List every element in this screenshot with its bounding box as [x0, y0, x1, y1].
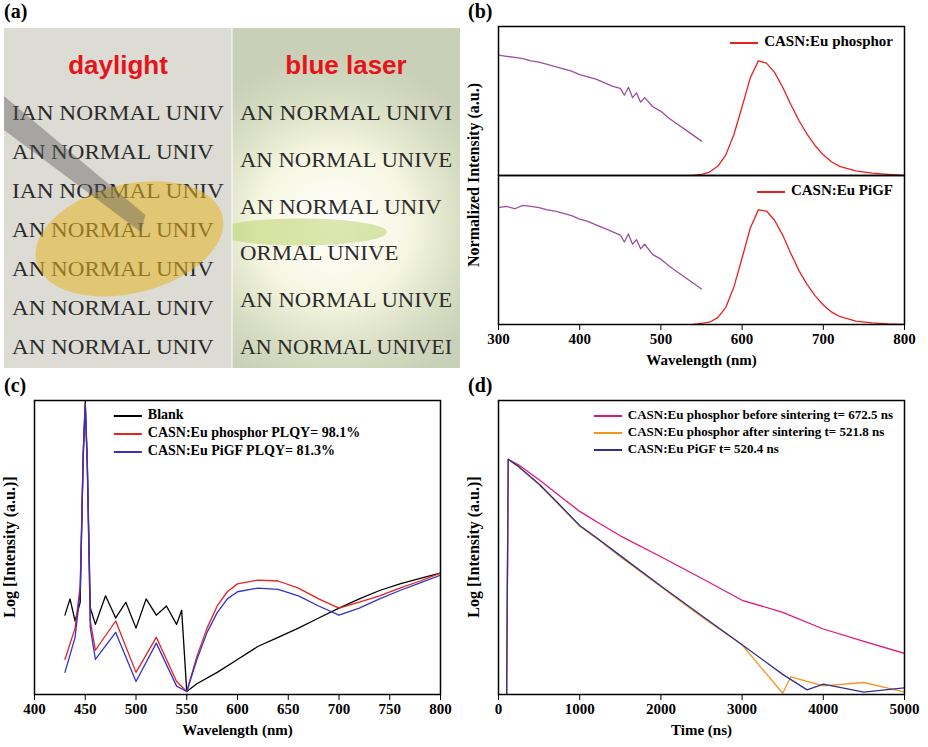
svg-text:AN NORMAL UNIVEI: AN NORMAL UNIVEI: [240, 336, 452, 358]
svg-text:400: 400: [23, 701, 46, 717]
html-text:Log [Intensity (a.u.)]: Log [Intensity (a.u.)]: [465, 476, 482, 618]
html-text:Log [Intensity (a.u.)]: Log [Intensity (a.u.)]: [1, 476, 18, 618]
svg-text:AN NORMAL UNIVI: AN NORMAL UNIVI: [240, 102, 452, 124]
svg-text:AN NORMAL UNIV: AN NORMAL UNIV: [12, 297, 214, 319]
svg-text:0: 0: [495, 701, 503, 717]
svg-text:2000: 2000: [646, 701, 676, 717]
svg-text:550: 550: [176, 701, 199, 717]
svg-text:IAN NORMAL UNIV: IAN NORMAL UNIV: [12, 102, 225, 124]
html-text:CASN:Eu phosphor PLQY= 98.1%: CASN:Eu phosphor PLQY= 98.1%: [147, 425, 361, 440]
svg-text:700: 700: [812, 331, 835, 347]
svg-text:3000: 3000: [727, 701, 757, 717]
svg-text:700: 700: [328, 701, 351, 717]
html-text:(d): (d): [468, 374, 493, 396]
html-text:CASN:Eu PiGF: CASN:Eu PiGF: [790, 182, 893, 198]
html-text:CASN:Eu PiGF PLQY= 81.3%: CASN:Eu PiGF PLQY= 81.3%: [147, 443, 335, 458]
svg-text:daylight: daylight: [68, 50, 168, 80]
html-text:Normalized Intensity (a.u.): Normalized Intensity (a.u.): [465, 83, 482, 267]
svg-text:750: 750: [379, 701, 402, 717]
svg-text:Wavelength (nm): Wavelength (nm): [182, 722, 292, 739]
html-text:CASN:Eu phosphor: CASN:Eu phosphor: [764, 33, 893, 49]
svg-text:5000: 5000: [890, 701, 920, 717]
svg-text:blue laser: blue laser: [285, 50, 406, 80]
svg-text:800: 800: [429, 701, 452, 717]
svg-text:650: 650: [277, 701, 300, 717]
html-text:(c): (c): [4, 374, 27, 396]
svg-text:800: 800: [893, 331, 916, 347]
svg-text:AN NORMAL UNIVE: AN NORMAL UNIVE: [240, 149, 452, 171]
svg-text:400: 400: [568, 331, 591, 347]
svg-text:AN NORMAL UNIV: AN NORMAL UNIV: [240, 196, 442, 218]
html-text:CASN:Eu phosphor before sinter: CASN:Eu phosphor before sintering t= 672…: [627, 407, 893, 422]
svg-text:600: 600: [226, 701, 249, 717]
svg-text:Time (ns): Time (ns): [671, 722, 732, 739]
html-text:Blank: Blank: [147, 407, 184, 422]
svg-text:AN NORMAL UNIV: AN NORMAL UNIV: [12, 141, 187, 163]
svg-text:AN NORMAL UNIVE: AN NORMAL UNIVE: [240, 289, 452, 311]
svg-text:ORMAL UNIVE: ORMAL UNIVE: [240, 242, 398, 264]
svg-text:300: 300: [487, 331, 510, 347]
html-text:(b): (b): [468, 0, 493, 22]
svg-text:Wavelength (nm): Wavelength (nm): [646, 352, 756, 369]
html-text:CASN:Eu PiGF t= 520.4 ns: CASN:Eu PiGF t= 520.4 ns: [627, 441, 779, 456]
svg-text:4000: 4000: [808, 701, 838, 717]
svg-text:AN NORMAL UNIV: AN NORMAL UNIV: [12, 336, 214, 358]
svg-text:500: 500: [650, 331, 673, 347]
html-text:CASN:Eu phosphor after sinteri: CASN:Eu phosphor after sintering t= 521.…: [627, 424, 885, 439]
svg-text:1000: 1000: [565, 701, 595, 717]
html-text:(a): (a): [4, 0, 28, 22]
svg-text:600: 600: [731, 331, 754, 347]
svg-text:450: 450: [74, 701, 97, 717]
svg-text:500: 500: [125, 701, 148, 717]
